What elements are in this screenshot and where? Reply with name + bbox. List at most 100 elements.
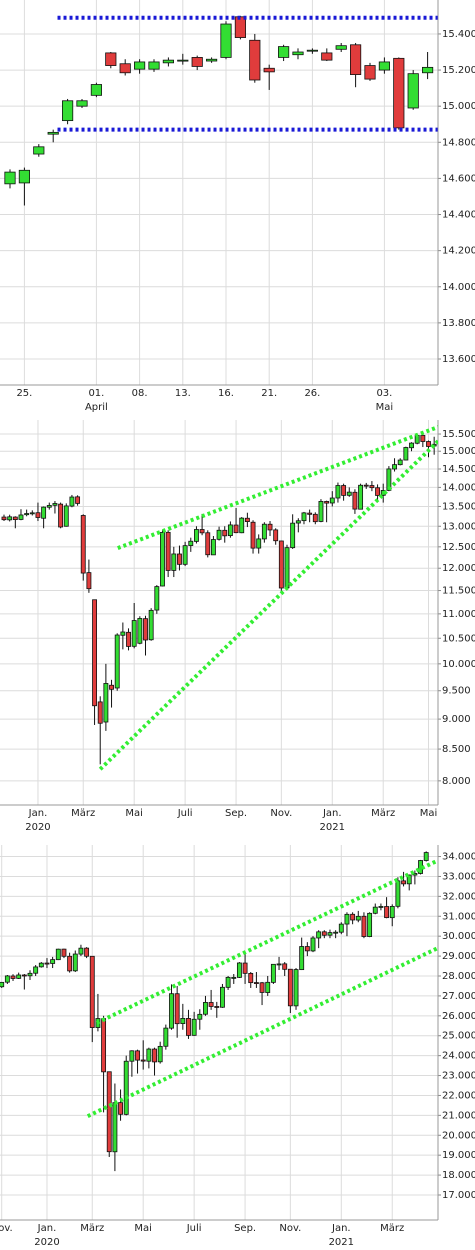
candle-body	[4, 171, 16, 185]
candle-body	[346, 491, 352, 496]
y-tick-label: 17.000	[442, 1190, 475, 1201]
x-tick-label: Mai	[134, 1223, 152, 1234]
candle-body	[123, 1060, 129, 1115]
x-tick-label: Jan.	[331, 1223, 351, 1234]
candle-body	[338, 923, 344, 933]
trend-line	[95, 858, 438, 1025]
candle-body	[174, 993, 180, 1025]
y-tick-label: 9.500	[442, 686, 471, 697]
candle-body	[169, 993, 174, 1029]
candle-body	[270, 963, 276, 983]
y-tick-label: 10.000	[442, 659, 475, 670]
chart-content: 13.600 13.800 14.000 14.200 14.400 14.600 14.8…	[0, 0, 475, 413]
candle-body	[239, 517, 245, 534]
x-group-label: April	[85, 402, 108, 413]
candle-body	[101, 1018, 107, 1073]
candle-body	[378, 906, 384, 908]
trend-line	[86, 946, 438, 1118]
candle-body	[165, 531, 171, 571]
candle-body	[352, 491, 358, 510]
y-tick-label: 28.000	[442, 971, 475, 982]
candle-body	[126, 631, 131, 647]
candle-body	[120, 631, 126, 636]
candle-body	[148, 609, 154, 641]
x-tick-label: Juli	[177, 808, 193, 819]
candle-body	[341, 485, 347, 496]
x-tick-label: März	[80, 1223, 104, 1234]
candle-body	[97, 701, 103, 724]
candle-body	[50, 959, 56, 964]
candle-body	[312, 513, 318, 523]
x-tick-label: März	[380, 1223, 404, 1234]
candle-body	[384, 906, 390, 919]
candle-body	[350, 44, 362, 75]
candle-body	[329, 497, 335, 504]
candle-body	[335, 485, 341, 499]
candle-body	[162, 59, 174, 64]
candle-body	[112, 1102, 118, 1153]
candle-body	[327, 932, 333, 936]
candle-body	[75, 496, 81, 504]
grid	[0, 845, 438, 1220]
candle-body	[287, 968, 293, 1007]
candle-body	[393, 57, 405, 129]
y-tick-label: 8.500	[442, 744, 471, 755]
candle-body	[63, 505, 69, 527]
candle-body	[292, 51, 304, 56]
x-tick-label: Nov.	[270, 808, 292, 819]
y-tick-label: 23.000	[442, 1071, 475, 1082]
candle-body	[206, 58, 218, 62]
y-tick-label: 26.000	[442, 1011, 475, 1022]
candle-body	[7, 516, 13, 521]
y-tick-label: 31.000	[442, 911, 475, 922]
candle-body	[0, 981, 5, 988]
candle-body	[378, 61, 390, 71]
candle-body	[143, 618, 148, 641]
candle-body	[78, 947, 84, 955]
candle-body	[310, 937, 316, 952]
x-tick-label: Juli	[186, 1223, 202, 1234]
candle-body	[18, 169, 30, 184]
y-tick-label: 13.600	[442, 354, 475, 365]
candle-body	[278, 540, 284, 589]
y-tick-label: 30.000	[442, 931, 475, 942]
candle-body	[197, 1013, 203, 1020]
x-tick-label: Jan.	[322, 808, 342, 819]
candle-body	[321, 52, 333, 61]
candle-body	[109, 684, 114, 690]
candle-body	[422, 66, 434, 74]
candle-body	[261, 523, 267, 540]
x-tick-label: Sep.	[234, 1223, 256, 1234]
grid	[0, 420, 438, 805]
candle-body	[10, 975, 16, 979]
candle-body	[24, 513, 30, 516]
y-tick-label: 14.200	[442, 246, 475, 257]
x-tick-label: Jan.	[28, 808, 48, 819]
candle-body	[35, 512, 41, 518]
x-tick-label: Mai	[420, 808, 438, 819]
candle-body	[191, 1018, 197, 1036]
candle-body	[41, 506, 47, 519]
candle-body	[137, 618, 143, 644]
y-tick-label: 34.000	[442, 852, 475, 863]
candle-body	[38, 962, 44, 968]
candle-body	[403, 447, 409, 461]
chart-content: 17.000 18.000 19.000 20.000 21.000 22.000 23.0…	[0, 845, 475, 1248]
candle-body	[350, 913, 356, 921]
candle-body	[301, 512, 307, 522]
x-tick-label: 13.	[175, 388, 191, 399]
x-tick-label: 01.	[88, 388, 104, 399]
candle-body	[358, 484, 364, 510]
y-tick-label: 15.200	[442, 65, 475, 76]
y-tick-label: 15.500	[442, 429, 475, 440]
y-tick-label: 15.000	[442, 446, 475, 457]
candle-body	[222, 529, 228, 537]
candle-body	[299, 946, 305, 971]
candle-body	[148, 61, 160, 70]
candle-body	[423, 852, 429, 861]
x-group-label: 2020	[25, 822, 50, 833]
candle-body	[135, 1050, 140, 1061]
candle-body	[84, 947, 90, 957]
y-tick-label: 22.000	[442, 1090, 475, 1101]
candle-body	[171, 553, 177, 571]
